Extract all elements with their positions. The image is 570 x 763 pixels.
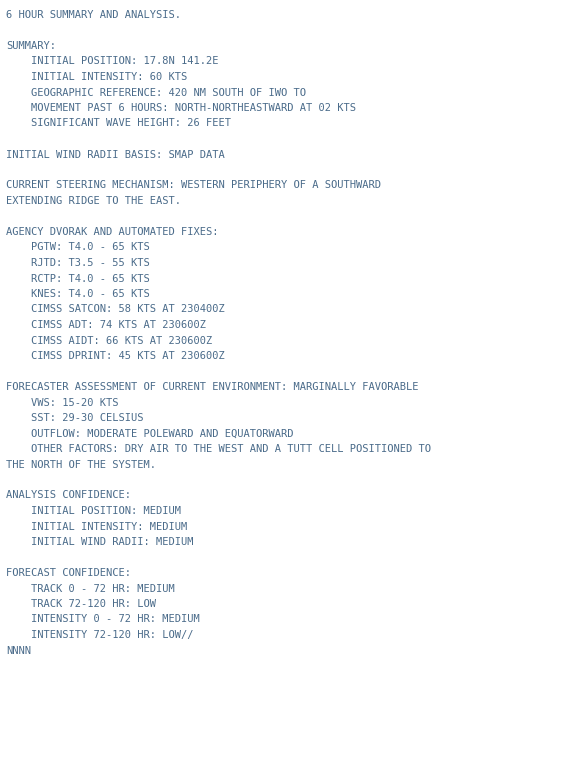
Text: PGTW: T4.0 - 65 KTS: PGTW: T4.0 - 65 KTS xyxy=(6,243,150,253)
Text: OUTFLOW: MODERATE POLEWARD AND EQUATORWARD: OUTFLOW: MODERATE POLEWARD AND EQUATORWA… xyxy=(6,429,294,439)
Text: INITIAL INTENSITY: MEDIUM: INITIAL INTENSITY: MEDIUM xyxy=(6,521,188,532)
Text: NNNN: NNNN xyxy=(6,645,31,655)
Text: THE NORTH OF THE SYSTEM.: THE NORTH OF THE SYSTEM. xyxy=(6,459,156,469)
Text: SUMMARY:: SUMMARY: xyxy=(6,41,56,51)
Text: FORECASTER ASSESSMENT OF CURRENT ENVIRONMENT: MARGINALLY FAVORABLE: FORECASTER ASSESSMENT OF CURRENT ENVIRON… xyxy=(6,382,418,392)
Text: INITIAL INTENSITY: 60 KTS: INITIAL INTENSITY: 60 KTS xyxy=(6,72,188,82)
Text: INITIAL POSITION: 17.8N 141.2E: INITIAL POSITION: 17.8N 141.2E xyxy=(6,56,218,66)
Text: CIMSS ADT: 74 KTS AT 230600Z: CIMSS ADT: 74 KTS AT 230600Z xyxy=(6,320,206,330)
Text: CIMSS SATCON: 58 KTS AT 230400Z: CIMSS SATCON: 58 KTS AT 230400Z xyxy=(6,304,225,314)
Text: INTENSITY 72-120 HR: LOW//: INTENSITY 72-120 HR: LOW// xyxy=(6,630,193,640)
Text: FORECAST CONFIDENCE:: FORECAST CONFIDENCE: xyxy=(6,568,131,578)
Text: CIMSS DPRINT: 45 KTS AT 230600Z: CIMSS DPRINT: 45 KTS AT 230600Z xyxy=(6,351,225,361)
Text: AGENCY DVORAK AND AUTOMATED FIXES:: AGENCY DVORAK AND AUTOMATED FIXES: xyxy=(6,227,218,237)
Text: SST: 29-30 CELSIUS: SST: 29-30 CELSIUS xyxy=(6,413,144,423)
Text: ANALYSIS CONFIDENCE:: ANALYSIS CONFIDENCE: xyxy=(6,491,131,501)
Text: INITIAL WIND RADII: MEDIUM: INITIAL WIND RADII: MEDIUM xyxy=(6,537,193,547)
Text: KNES: T4.0 - 65 KTS: KNES: T4.0 - 65 KTS xyxy=(6,289,150,299)
Text: TRACK 0 - 72 HR: MEDIUM: TRACK 0 - 72 HR: MEDIUM xyxy=(6,584,175,594)
Text: CURRENT STEERING MECHANISM: WESTERN PERIPHERY OF A SOUTHWARD: CURRENT STEERING MECHANISM: WESTERN PERI… xyxy=(6,181,381,191)
Text: 6 HOUR SUMMARY AND ANALYSIS.: 6 HOUR SUMMARY AND ANALYSIS. xyxy=(6,10,181,20)
Text: INITIAL WIND RADII BASIS: SMAP DATA: INITIAL WIND RADII BASIS: SMAP DATA xyxy=(6,150,225,159)
Text: RJTD: T3.5 - 55 KTS: RJTD: T3.5 - 55 KTS xyxy=(6,258,150,268)
Text: GEOGRAPHIC REFERENCE: 420 NM SOUTH OF IWO TO: GEOGRAPHIC REFERENCE: 420 NM SOUTH OF IW… xyxy=(6,88,306,98)
Text: TRACK 72-120 HR: LOW: TRACK 72-120 HR: LOW xyxy=(6,599,156,609)
Text: OTHER FACTORS: DRY AIR TO THE WEST AND A TUTT CELL POSITIONED TO: OTHER FACTORS: DRY AIR TO THE WEST AND A… xyxy=(6,444,431,454)
Text: CIMSS AIDT: 66 KTS AT 230600Z: CIMSS AIDT: 66 KTS AT 230600Z xyxy=(6,336,212,346)
Text: MOVEMENT PAST 6 HOURS: NORTH-NORTHEASTWARD AT 02 KTS: MOVEMENT PAST 6 HOURS: NORTH-NORTHEASTWA… xyxy=(6,103,356,113)
Text: INITIAL POSITION: MEDIUM: INITIAL POSITION: MEDIUM xyxy=(6,506,181,516)
Text: SIGNIFICANT WAVE HEIGHT: 26 FEET: SIGNIFICANT WAVE HEIGHT: 26 FEET xyxy=(6,118,231,128)
Text: RCTP: T4.0 - 65 KTS: RCTP: T4.0 - 65 KTS xyxy=(6,273,150,284)
Text: INTENSITY 0 - 72 HR: MEDIUM: INTENSITY 0 - 72 HR: MEDIUM xyxy=(6,614,200,624)
Text: VWS: 15-20 KTS: VWS: 15-20 KTS xyxy=(6,398,119,407)
Text: EXTENDING RIDGE TO THE EAST.: EXTENDING RIDGE TO THE EAST. xyxy=(6,196,181,206)
